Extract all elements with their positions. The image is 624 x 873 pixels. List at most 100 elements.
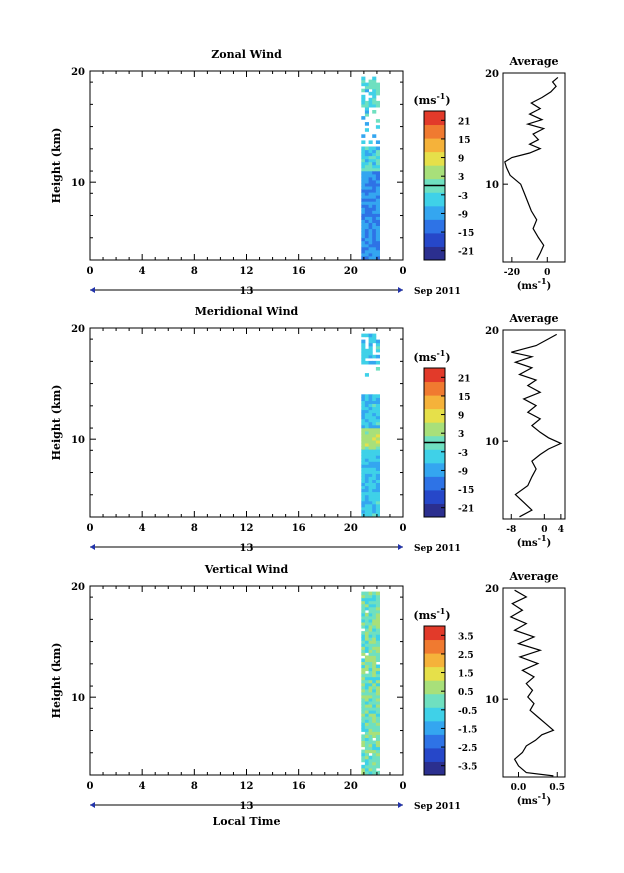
heatmap-cell [368,470,373,474]
colorbar-tick-label: -21 [458,505,474,515]
heatmap-cell [361,764,366,769]
heatmap-cell [368,461,373,465]
heatmap-cell [372,201,377,205]
heatmap-cell [361,222,366,226]
heatmap-cell [372,661,377,666]
heatmap-cell [368,339,373,344]
heatmap-cell [372,446,377,450]
heatmap-cell [375,88,380,93]
heatmap-cell [368,91,373,96]
heatmap-cell [364,615,369,620]
heatmap-cell [375,697,380,702]
heatmap-cell [364,436,369,441]
heatmap-cell [368,458,373,462]
heatmap-cell [375,140,380,144]
heatmap-cell [375,719,380,723]
heatmap-cell [375,473,380,477]
heatmap-cell [372,476,377,480]
heatmap-cell [361,679,366,684]
heatmap-cell [361,155,366,160]
heatmap-cell [375,406,380,411]
heatmap-cell [368,603,373,608]
heatmap-cell [368,628,373,632]
heatmap-cell [368,213,373,217]
heatmap-cell [364,467,369,471]
heatmap-cell [372,767,377,772]
heatmap-cell [372,503,377,508]
heatmap-cell [368,770,373,775]
heatmap-cell [368,688,373,693]
heatmap-cell [361,146,366,151]
heatmap-cell [372,643,377,647]
heatmap-cell [375,722,380,726]
heatmap-cell [361,722,366,726]
heatmap-cell [368,637,373,641]
heatmap-cell [375,170,380,175]
heatmap-cell [361,243,366,248]
heatmap-cell [361,406,366,411]
heatmap-cell [375,600,380,605]
heatmap-cell [361,351,366,356]
heatmap-cell [372,458,377,462]
heatmap-cell [372,186,377,190]
heatmap-cell [364,103,369,108]
heatmap-cell [361,500,366,505]
heatmap-cell [372,161,377,166]
heatmap-cell [368,394,373,398]
colorbar-tick-label: 0.5 [458,688,474,698]
heatmap-cell [361,455,366,459]
heatmap-cell [375,210,380,214]
heatmap-cell [375,761,380,766]
heatmap-cell [372,707,377,711]
heatmap-cell [375,85,380,90]
profile-y-tick-label: 10 [485,695,499,706]
heatmap-cell [361,488,366,493]
heatmap-cell [364,485,369,490]
heatmap-cell [372,182,377,187]
heatmap-cell [368,354,373,359]
heatmap-cell [364,252,369,257]
heatmap-cell [368,231,373,236]
heatmap-cell [368,658,373,662]
heatmap-cell [372,433,377,438]
heatmap-cell [372,255,377,260]
heatmap-cell [364,503,369,508]
heatmap-cell [368,594,373,599]
colorbar-tick-label: -3 [458,449,468,459]
heatmap-cell [375,439,380,444]
heatmap-cell [372,731,377,735]
heatmap-cell [372,467,377,471]
heatmap-cell [368,704,373,708]
heatmap-cell [361,770,366,775]
heatmap-cell [375,691,380,696]
heatmap-cell [375,603,380,608]
heatmap-cell [368,412,373,417]
heatmap-cell [372,682,377,687]
heatmap-cell [372,176,377,181]
heatmap-cell [372,685,377,690]
heatmap-cell [361,664,366,669]
heatmap-cell [368,400,373,404]
heatmap-cell [372,673,377,678]
heatmap-cell [361,216,366,220]
heatmap-cell [372,716,377,720]
heatmap-cell [372,591,377,596]
heatmap-cell [372,427,377,432]
heatmap-cell [375,667,380,672]
colorbar-swatch [424,462,445,477]
heatmap-cell [375,234,380,239]
heatmap-cell [368,719,373,723]
heatmap-cell [368,85,373,90]
heatmap-cell [364,198,369,202]
heatmap-cell [368,173,373,178]
heatmap-cell [375,625,380,629]
heatmap-cell [361,497,366,502]
heatmap-cell [375,342,380,347]
heatmap-cell [361,170,366,175]
heatmap-cell [364,433,369,438]
heatmap-cell [375,345,380,350]
heatmap-cell [368,764,373,769]
heatmap-cell [372,494,377,499]
heatmap-cell [368,192,373,196]
heatmap-cell [361,728,366,732]
